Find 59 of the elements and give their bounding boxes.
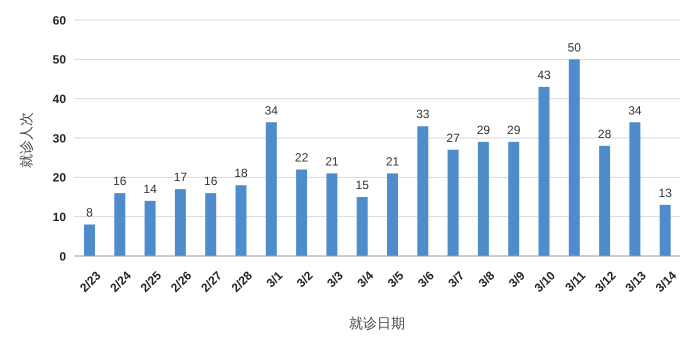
bar bbox=[296, 169, 308, 256]
bar bbox=[114, 193, 126, 256]
bar bbox=[599, 146, 610, 256]
data-label: 22 bbox=[294, 150, 309, 164]
bar bbox=[144, 200, 156, 256]
data-label: 34 bbox=[264, 103, 278, 118]
y-tick-label: 20 bbox=[52, 170, 66, 185]
bar bbox=[356, 197, 368, 256]
data-label: 29 bbox=[476, 122, 490, 137]
x-tick-label: 3/11 bbox=[562, 268, 589, 294]
y-axis-title: 就诊人次 bbox=[18, 112, 34, 168]
bar bbox=[387, 173, 398, 256]
x-tick-label: 3/9 bbox=[506, 268, 528, 290]
data-label: 21 bbox=[386, 154, 400, 168]
data-label: 50 bbox=[568, 40, 582, 54]
data-label: 16 bbox=[113, 174, 127, 188]
data-label: 15 bbox=[356, 178, 370, 192]
data-label: 21 bbox=[325, 154, 339, 168]
data-label: 27 bbox=[446, 130, 460, 145]
y-tick-label: 60 bbox=[52, 13, 66, 28]
y-tick-label: 0 bbox=[59, 249, 66, 264]
data-label: 16 bbox=[204, 174, 218, 188]
data-label: 8 bbox=[86, 206, 94, 220]
y-tick-label: 40 bbox=[52, 92, 66, 106]
x-tick-label: 3/4 bbox=[354, 268, 376, 290]
bar bbox=[478, 142, 489, 256]
bar bbox=[205, 193, 216, 256]
data-label: 29 bbox=[507, 122, 521, 137]
x-tick-label: 3/7 bbox=[445, 268, 468, 290]
bar bbox=[326, 173, 338, 256]
bar bbox=[84, 224, 95, 256]
bar bbox=[508, 142, 520, 256]
bar bbox=[448, 150, 459, 256]
bar bbox=[266, 122, 277, 256]
data-label: 43 bbox=[537, 68, 551, 82]
data-label: 33 bbox=[416, 107, 430, 122]
x-tick-label: 3/2 bbox=[294, 268, 316, 290]
data-label: 28 bbox=[598, 126, 612, 141]
data-label: 34 bbox=[628, 103, 642, 118]
bar bbox=[236, 185, 246, 256]
bar bbox=[538, 86, 550, 256]
y-tick-label: 10 bbox=[52, 210, 66, 224]
x-tick-label: 3/3 bbox=[324, 268, 346, 290]
data-label: 17 bbox=[174, 170, 188, 184]
y-tick-label: 30 bbox=[52, 131, 66, 146]
bar bbox=[417, 126, 428, 256]
bar bbox=[174, 189, 186, 256]
data-label: 18 bbox=[234, 166, 248, 180]
x-tick-label: 3/5 bbox=[384, 268, 407, 290]
x-axis-title: 就诊日期 bbox=[349, 315, 405, 331]
data-label: 13 bbox=[658, 186, 672, 200]
x-tick-label: 3/6 bbox=[415, 268, 438, 290]
y-tick-label: 50 bbox=[52, 52, 66, 67]
bar bbox=[660, 204, 671, 256]
bar bbox=[629, 122, 640, 256]
x-tick-label: 3/1 bbox=[264, 268, 286, 290]
bar bbox=[568, 59, 580, 256]
x-tick-label: 3/8 bbox=[476, 268, 498, 290]
data-label: 14 bbox=[143, 182, 158, 196]
